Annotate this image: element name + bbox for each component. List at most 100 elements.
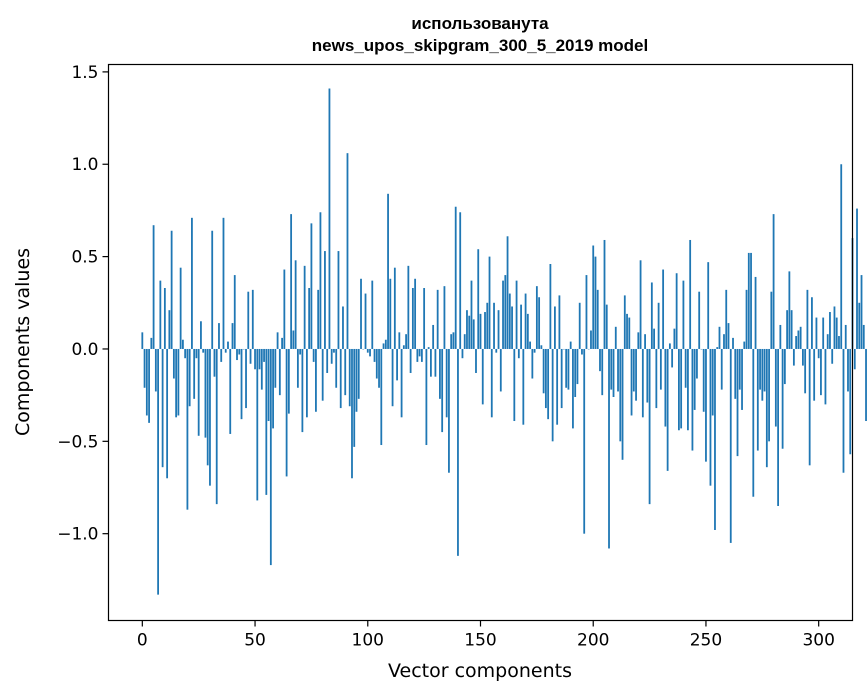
bar <box>461 348 464 359</box>
bar <box>684 348 687 388</box>
bar <box>664 348 667 427</box>
bar <box>745 289 748 349</box>
bar <box>479 313 482 349</box>
bar <box>193 348 196 399</box>
bar <box>544 348 547 409</box>
bar <box>430 348 432 377</box>
bar <box>191 217 193 349</box>
bar <box>522 348 525 425</box>
bar <box>727 323 730 349</box>
bar <box>159 280 162 349</box>
bar <box>657 302 660 349</box>
bar <box>179 267 182 349</box>
bar <box>668 343 671 349</box>
bar <box>680 348 683 429</box>
bar <box>729 348 732 543</box>
bar <box>696 348 698 379</box>
bar <box>145 348 148 416</box>
bar <box>617 348 619 392</box>
bar <box>398 332 401 349</box>
bar <box>707 262 710 349</box>
bar <box>520 304 522 349</box>
bar <box>693 348 696 410</box>
bar <box>227 341 229 349</box>
bar <box>434 348 437 377</box>
bar <box>738 348 741 390</box>
bar <box>188 348 191 407</box>
bar <box>849 348 852 455</box>
bar <box>734 348 737 399</box>
bar <box>475 348 477 373</box>
bar <box>844 324 847 349</box>
bar <box>220 348 223 362</box>
x-tick-label: 50 <box>244 631 266 651</box>
bar <box>499 348 502 392</box>
bar <box>211 230 214 349</box>
bar <box>166 348 169 479</box>
bar <box>328 88 331 349</box>
bar <box>517 348 520 359</box>
bar <box>759 348 761 390</box>
bar <box>590 330 592 349</box>
bar <box>585 275 588 349</box>
bar <box>689 239 692 349</box>
bar <box>497 310 500 349</box>
bar <box>856 208 858 349</box>
bar <box>209 348 211 486</box>
bar <box>506 236 509 349</box>
bar <box>644 334 646 349</box>
bar <box>161 348 164 468</box>
bar <box>608 348 610 549</box>
bar <box>756 348 759 451</box>
bar <box>414 278 417 349</box>
bar <box>324 251 326 349</box>
bar <box>524 293 527 349</box>
bar <box>236 348 238 361</box>
bar <box>565 348 568 388</box>
bar <box>551 348 554 442</box>
bar <box>364 293 367 349</box>
bar <box>626 313 628 349</box>
bar <box>272 348 274 429</box>
bar <box>811 297 813 349</box>
bar-series <box>141 88 867 595</box>
bar <box>687 348 689 431</box>
bar <box>601 348 604 396</box>
bar <box>312 348 315 362</box>
bar <box>792 348 795 366</box>
bar <box>486 302 489 349</box>
bar <box>247 291 250 349</box>
bar <box>840 164 843 349</box>
bar <box>342 306 344 349</box>
bar <box>641 348 644 418</box>
bar <box>770 291 773 349</box>
bar <box>315 348 317 412</box>
bar <box>290 214 293 349</box>
bar <box>407 265 410 349</box>
bar <box>574 348 577 397</box>
bar <box>542 348 545 394</box>
bar <box>621 348 624 460</box>
bar <box>420 348 423 362</box>
bar <box>829 312 831 349</box>
bar <box>182 339 184 349</box>
bar <box>639 260 642 349</box>
bar <box>705 348 707 462</box>
bar <box>251 289 254 349</box>
bar <box>842 348 845 473</box>
bar <box>535 286 538 349</box>
bar <box>761 348 764 401</box>
bar <box>441 348 444 433</box>
bar <box>301 348 304 433</box>
bar <box>274 348 277 388</box>
bar <box>711 348 714 416</box>
bar <box>278 348 281 396</box>
bar <box>369 348 371 357</box>
bar <box>725 289 728 349</box>
bar <box>860 275 863 349</box>
bar <box>260 348 263 390</box>
bar <box>371 280 374 349</box>
bar <box>459 212 462 349</box>
bar <box>493 302 495 349</box>
bar <box>319 212 322 349</box>
